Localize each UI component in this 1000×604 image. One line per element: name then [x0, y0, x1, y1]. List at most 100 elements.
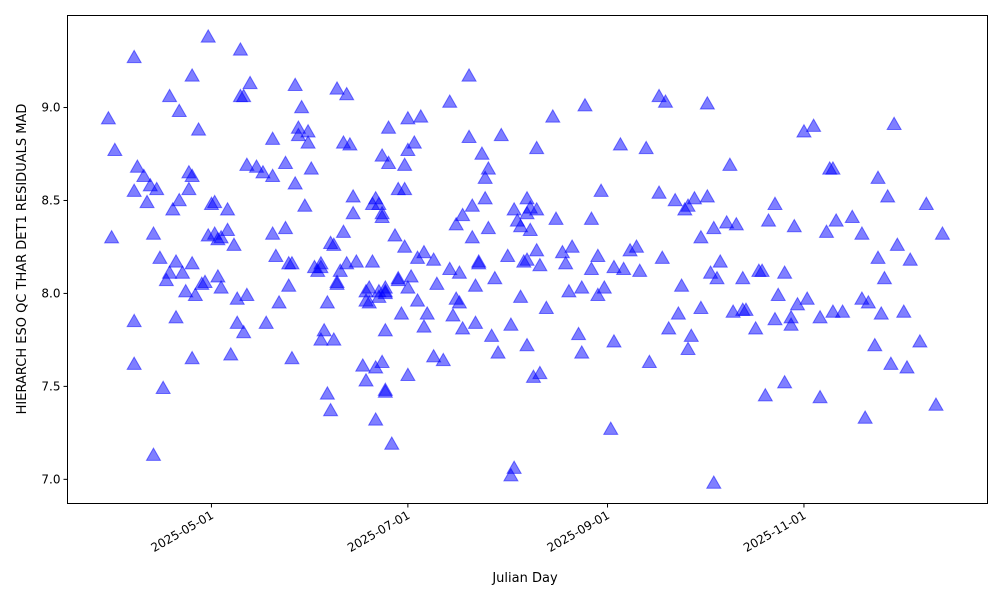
data-point — [171, 103, 188, 117]
data-point — [100, 110, 117, 125]
data-point — [184, 255, 200, 270]
data-point — [416, 318, 432, 333]
data-point — [448, 216, 465, 231]
data-point — [219, 222, 236, 236]
data-point — [403, 268, 419, 283]
data-point — [377, 283, 394, 298]
data-point — [544, 108, 561, 123]
data-point — [400, 110, 416, 125]
data-point — [606, 259, 622, 274]
data-point — [267, 248, 284, 262]
data-point — [670, 305, 687, 320]
data-point — [174, 264, 191, 279]
data-point — [148, 181, 165, 196]
data-point — [319, 294, 336, 309]
x-tick-label: 2025-07-01 — [345, 508, 412, 555]
data-point — [631, 263, 648, 277]
data-point — [222, 346, 239, 361]
data-point — [367, 411, 384, 426]
data-point — [126, 313, 143, 328]
data-point — [770, 287, 787, 302]
data-point — [406, 134, 423, 149]
data-point — [477, 190, 494, 205]
data-point — [593, 183, 609, 197]
data-point — [161, 88, 178, 103]
data-point — [538, 300, 555, 315]
data-point — [361, 279, 378, 294]
data-point — [303, 160, 320, 175]
data-point — [651, 88, 667, 103]
data-point — [532, 257, 548, 272]
data-point — [776, 264, 793, 279]
data-point — [899, 359, 915, 374]
data-point — [693, 229, 709, 244]
data-point — [325, 331, 342, 346]
data-point — [239, 287, 255, 302]
data-point — [287, 175, 304, 190]
data-point — [860, 294, 877, 309]
data-point — [168, 309, 184, 324]
data-point — [322, 402, 339, 417]
data-point — [313, 331, 329, 346]
data-point — [799, 290, 816, 305]
data-point — [573, 279, 590, 294]
data-point — [284, 350, 300, 365]
data-point — [886, 116, 902, 131]
data-point — [454, 207, 471, 222]
data-point — [374, 205, 390, 220]
data-point — [190, 121, 207, 136]
data-point — [451, 294, 468, 309]
data-point — [329, 80, 345, 95]
data-point — [184, 350, 200, 365]
data-point — [428, 276, 445, 290]
data-point — [319, 385, 336, 400]
y-axis: 7.0 7.5 8.0 8.5 9.0 — [41, 101, 68, 486]
data-point — [812, 389, 828, 404]
data-point — [480, 160, 497, 175]
data-point — [400, 367, 416, 381]
data-point — [126, 183, 143, 197]
data-point — [345, 205, 361, 220]
data-point — [728, 216, 745, 231]
data-point — [377, 322, 394, 337]
data-point — [844, 209, 861, 223]
data-point — [284, 255, 300, 270]
data-point — [673, 277, 690, 292]
data-point — [139, 194, 155, 209]
data-point — [219, 201, 236, 216]
data-point — [776, 374, 793, 389]
data-point — [187, 287, 204, 302]
data-point — [258, 315, 275, 329]
data-point — [548, 211, 564, 225]
data-point — [248, 159, 265, 173]
data-point — [889, 237, 906, 251]
data-point — [783, 317, 799, 331]
data-point — [503, 467, 519, 482]
data-point — [441, 93, 458, 108]
data-point — [206, 194, 223, 209]
data-point — [657, 93, 674, 108]
data-point — [103, 229, 120, 244]
data-point — [561, 283, 577, 298]
y-tick-label: 8.0 — [41, 286, 60, 300]
data-point — [602, 421, 619, 435]
data-point — [483, 328, 500, 342]
data-point — [866, 337, 883, 352]
data-point — [699, 95, 716, 110]
data-point — [396, 157, 413, 171]
data-point — [235, 88, 252, 103]
data-point — [767, 196, 783, 210]
data-point — [883, 356, 899, 370]
data-point — [184, 168, 200, 183]
data-point — [454, 320, 471, 335]
data-point — [200, 28, 217, 43]
data-point — [412, 108, 429, 123]
data-point — [519, 190, 535, 205]
data-point — [818, 224, 835, 238]
data-point — [528, 242, 545, 257]
data-point — [470, 255, 487, 270]
data-point — [606, 333, 622, 348]
data-point — [342, 136, 358, 151]
data-point — [329, 274, 345, 289]
data-point — [686, 190, 703, 205]
